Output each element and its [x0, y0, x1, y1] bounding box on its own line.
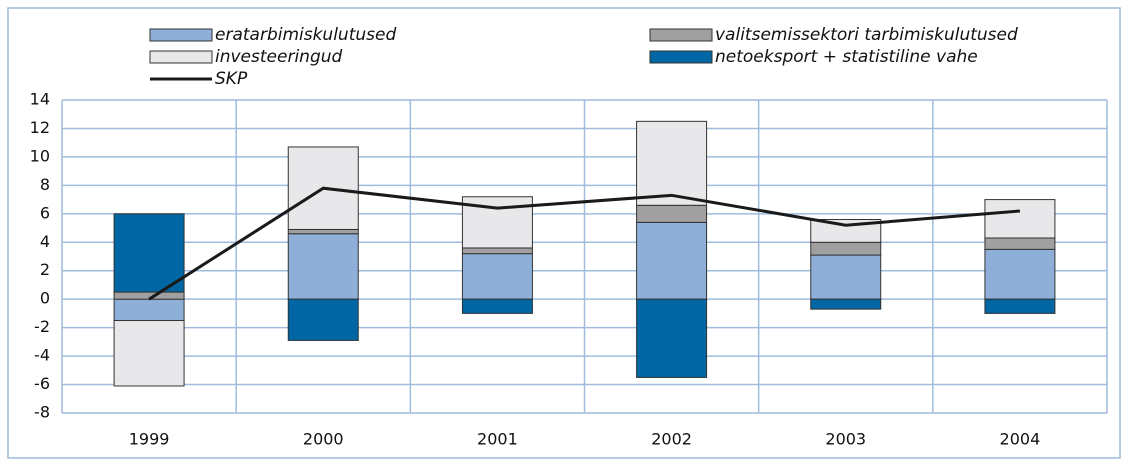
chart-frame [7, 7, 1121, 459]
y-tick-label: 12 [30, 118, 50, 137]
bar-segment [287, 298, 359, 341]
bar-segment [461, 253, 533, 300]
x-tick-label: 2003 [825, 430, 866, 449]
bar-segment [636, 221, 708, 300]
bar-segment [810, 298, 882, 310]
y-tick-label: 4 [40, 232, 50, 251]
bar-segment [636, 204, 708, 223]
legend-swatch [149, 28, 213, 42]
bar-segment [984, 248, 1056, 300]
bar-segment [287, 233, 359, 300]
bar-segment [984, 199, 1056, 239]
bar-segment [461, 298, 533, 314]
line-series [148, 186, 1021, 301]
x-tick-label: 2000 [303, 430, 344, 449]
legend-label: eratarbimiskulutused [215, 25, 396, 45]
bar-segment [810, 254, 882, 300]
bar-segment [810, 241, 882, 256]
y-tick-label: 2 [40, 260, 50, 279]
y-tick-label: 6 [40, 203, 50, 222]
x-tick-label: 2002 [651, 430, 692, 449]
x-tick-label: 2004 [1000, 430, 1041, 449]
legend-label: netoeksport + statistiline vahe [715, 47, 978, 67]
y-tick-label: 0 [40, 289, 50, 308]
bar-segment [984, 298, 1056, 314]
x-tick-label: 1999 [129, 430, 170, 449]
y-tick-label: 10 [30, 146, 50, 165]
y-tick-label: 8 [40, 175, 50, 194]
y-tick-label: -4 [34, 346, 50, 365]
legend-label: SKP [215, 69, 248, 89]
y-tick-label: -2 [34, 317, 50, 336]
bar-segment [636, 120, 708, 206]
y-tick-label: -6 [34, 374, 50, 393]
legend-label: valitsemissektori tarbimiskulutused [715, 25, 1018, 45]
y-tick-label: -8 [34, 403, 50, 422]
legend-swatch [149, 50, 213, 64]
legend-swatch [649, 50, 713, 64]
bar-segment [984, 237, 1056, 250]
legend-label: investeeringud [215, 47, 343, 67]
bar-segment [287, 228, 359, 235]
x-tick-label: 2001 [477, 430, 518, 449]
bar-segment [461, 247, 533, 255]
bar-segment [113, 298, 185, 322]
y-tick-label: 14 [30, 90, 50, 109]
bar-segment [113, 320, 185, 387]
bar-segment [636, 298, 708, 378]
legend-swatch [649, 28, 713, 42]
bar-segment [113, 213, 185, 293]
